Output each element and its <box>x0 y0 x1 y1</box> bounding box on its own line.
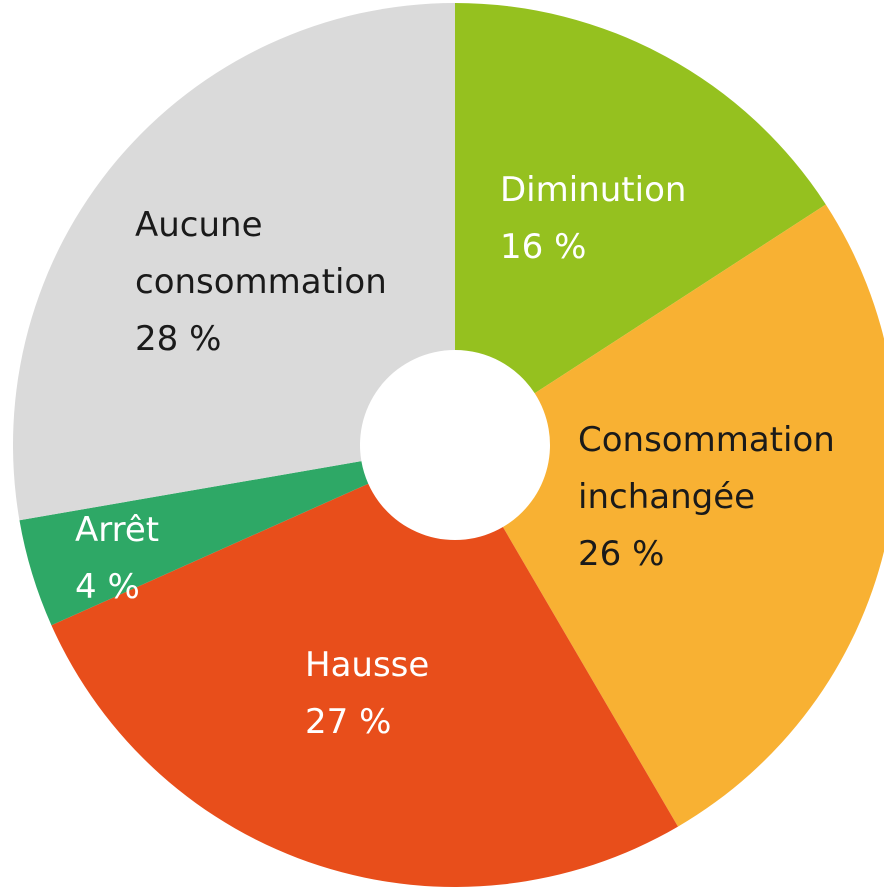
slice-label: Consommation inchangée 26 % <box>578 412 878 583</box>
category-name: Arrêt <box>75 510 160 550</box>
value-label: 16 % <box>500 227 587 267</box>
value-label: 27 % <box>305 702 392 742</box>
wedge <box>19 461 369 626</box>
slice-label: Hausse 27 % <box>305 637 555 751</box>
value-label: 28 % <box>135 319 222 359</box>
category-name: Aucune consommation <box>135 205 387 302</box>
category-name: Consommation inchangée <box>578 420 835 517</box>
wedge <box>502 204 884 827</box>
category-name: Diminution <box>500 170 687 210</box>
category-name: Hausse <box>305 645 430 685</box>
wedge <box>455 3 826 394</box>
wedge <box>12 3 455 521</box>
slice-label: Diminution 16 % <box>500 162 760 276</box>
slice-label: Arrêt 4 % <box>75 502 275 616</box>
value-label: 26 % <box>578 534 665 574</box>
wedge <box>51 483 678 887</box>
value-label: 4 % <box>75 567 140 607</box>
slice-label: Aucune consommation 28 % <box>135 197 435 368</box>
